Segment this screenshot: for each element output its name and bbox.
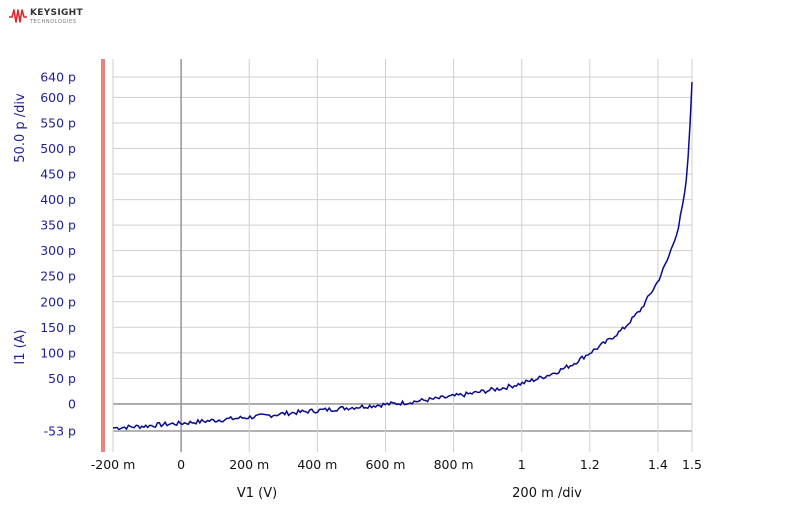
x-tick-label: 1.5 — [682, 457, 702, 472]
x-tick-label: 1 — [518, 457, 526, 472]
y-tick-label: -53 p — [44, 424, 76, 439]
x-axis-label: V1 (V) — [237, 486, 277, 501]
x-scale-label: 200 m /div — [512, 486, 582, 501]
x-tick-label: 400 m — [297, 457, 337, 472]
y-tick-label: 50 p — [48, 371, 76, 386]
series-line — [113, 82, 693, 431]
logo-name: KEYSIGHT — [30, 8, 83, 18]
y-tick-label: 500 p — [40, 141, 76, 156]
keysight-wave-icon — [9, 9, 27, 23]
x-tick-label: 200 m — [229, 457, 269, 472]
x-tick-labels: -200 m 0 200 m 400 m 600 m 800 m 1 1.2 1.4 1.5 — [91, 457, 702, 472]
y-tick-labels: 640 p 600 p 550 p 500 p 450 p 400 p 350 p 300 p… — [40, 70, 76, 439]
x-tick-label: 600 m — [365, 457, 405, 472]
logo-subtitle: TECHNOLOGIES — [30, 19, 77, 25]
x-tick-label: 800 m — [434, 457, 474, 472]
y-tick-label: 100 p — [40, 345, 76, 360]
y-tick-label: 450 p — [40, 167, 76, 182]
y-tick-label: 600 p — [40, 90, 76, 105]
y-tick-label: 0 — [68, 396, 76, 411]
x-tick-label: -200 m — [91, 457, 136, 472]
x-tick-label: 1.2 — [580, 457, 600, 472]
y-tick-label: 200 p — [40, 294, 76, 309]
x-tick-label: 1.4 — [648, 457, 668, 472]
y-axis-bar — [101, 59, 105, 452]
y-tick-label: 300 p — [40, 243, 76, 258]
y-tick-label: 150 p — [40, 320, 76, 335]
y-tick-label: 250 p — [40, 269, 76, 284]
y-tick-label: 400 p — [40, 192, 76, 207]
y-tick-label: 350 p — [40, 218, 76, 233]
keysight-logo: KEYSIGHT TECHNOLOGIES — [8, 6, 98, 30]
y-scale-label: 50.0 p /div — [13, 93, 28, 163]
y-tick-label: 550 p — [40, 115, 76, 130]
grid-lines — [112, 59, 693, 452]
y-axis-label: I1 (A) — [13, 329, 28, 364]
x-tick-label: 0 — [177, 457, 185, 472]
y-tick-label: 640 p — [40, 70, 76, 85]
